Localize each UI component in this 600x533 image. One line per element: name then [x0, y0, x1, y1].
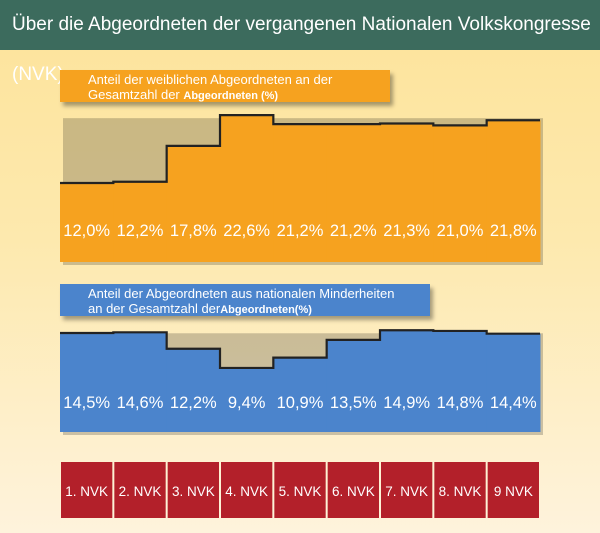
nvk-label: 9 NVK	[494, 484, 533, 499]
nvk-box	[434, 462, 486, 518]
minorities-bar	[113, 332, 168, 432]
minorities-value-label: 14,9%	[383, 394, 430, 412]
minorities-value-label: 10,9%	[277, 394, 324, 412]
minorities-bar	[273, 357, 328, 432]
minorities-value-label: 12,2%	[170, 394, 217, 412]
nvk-box	[327, 462, 379, 518]
women-chart-title: Anteil der weiblichen Abgeordneten an de…	[60, 70, 390, 102]
minorities-value-label: 14,8%	[437, 394, 484, 412]
nvk-label: 6. NVK	[332, 484, 375, 499]
women-bar	[220, 115, 274, 262]
nvk-box	[274, 462, 326, 518]
women-value-label: 21,2%	[277, 222, 324, 240]
minorities-value-label: 13,5%	[330, 394, 377, 412]
title-line1: Anteil der weiblichen Abgeordneten an de…	[88, 72, 333, 87]
women-bar	[273, 124, 328, 263]
women-value-label: 17,8%	[170, 222, 217, 240]
nvk-label: 8. NVK	[439, 484, 482, 499]
women-bar	[433, 125, 488, 263]
women-bar	[60, 183, 114, 262]
women-value-label: 22,6%	[223, 222, 270, 240]
nvk-label: 3. NVK	[172, 484, 215, 499]
minorities-value-label: 14,4%	[490, 394, 537, 412]
title-line2: Gesamtzahl der	[88, 87, 184, 102]
minorities-step-line	[60, 329, 540, 370]
title-line1: Anteil der Abgeordneten aus nationalen M…	[88, 286, 395, 301]
nvk-label: 1. NVK	[65, 484, 108, 499]
minorities-chart-title: Anteil der Abgeordneten aus nationalen M…	[60, 284, 430, 316]
nvk-label: 5. NVK	[279, 484, 322, 499]
title-unit: Abgeordneten(%)	[220, 304, 312, 316]
women-value-label: 21,2%	[330, 222, 377, 240]
minorities-bar	[60, 333, 114, 432]
nvk-label: 4. NVK	[225, 484, 268, 499]
women-value-label: 21,3%	[383, 222, 430, 240]
women-bar	[486, 120, 541, 262]
women-value-label: 12,2%	[117, 222, 164, 240]
nvk-box	[61, 462, 113, 518]
nvk-label: 2. NVK	[119, 484, 162, 499]
minorities-value-label: 14,6%	[117, 394, 164, 412]
minorities-bar	[326, 339, 381, 432]
minorities-bar	[166, 348, 221, 432]
women-bar	[113, 181, 168, 262]
nvk-label: 7. NVK	[385, 484, 428, 499]
women-bar	[326, 124, 381, 263]
minorities-bar	[220, 367, 274, 432]
women-step-line	[60, 114, 540, 185]
women-bar	[166, 145, 221, 262]
title-unit: Abgeordneten (%)	[183, 90, 279, 102]
minorities-value-label: 14,5%	[63, 394, 110, 412]
women-bar	[380, 123, 434, 262]
women-value-label: 21,0%	[437, 222, 484, 240]
women-value-label: 12,0%	[63, 222, 110, 240]
minorities-bar	[380, 330, 434, 432]
nvk-box	[221, 462, 273, 518]
minorities-value-label: 9,4%	[228, 394, 266, 412]
minorities-bar	[433, 330, 488, 432]
nvk-box	[381, 462, 433, 518]
minorities-bar	[486, 333, 541, 432]
women-value-label: 21,8%	[490, 222, 537, 240]
nvk-box	[114, 462, 166, 518]
nvk-box	[487, 462, 539, 518]
nvk-box	[167, 462, 219, 518]
title-line2: an der Gesamtzahl der	[88, 301, 221, 316]
page-title: Über die Abgeordneten der vergangenen Na…	[0, 0, 600, 85]
